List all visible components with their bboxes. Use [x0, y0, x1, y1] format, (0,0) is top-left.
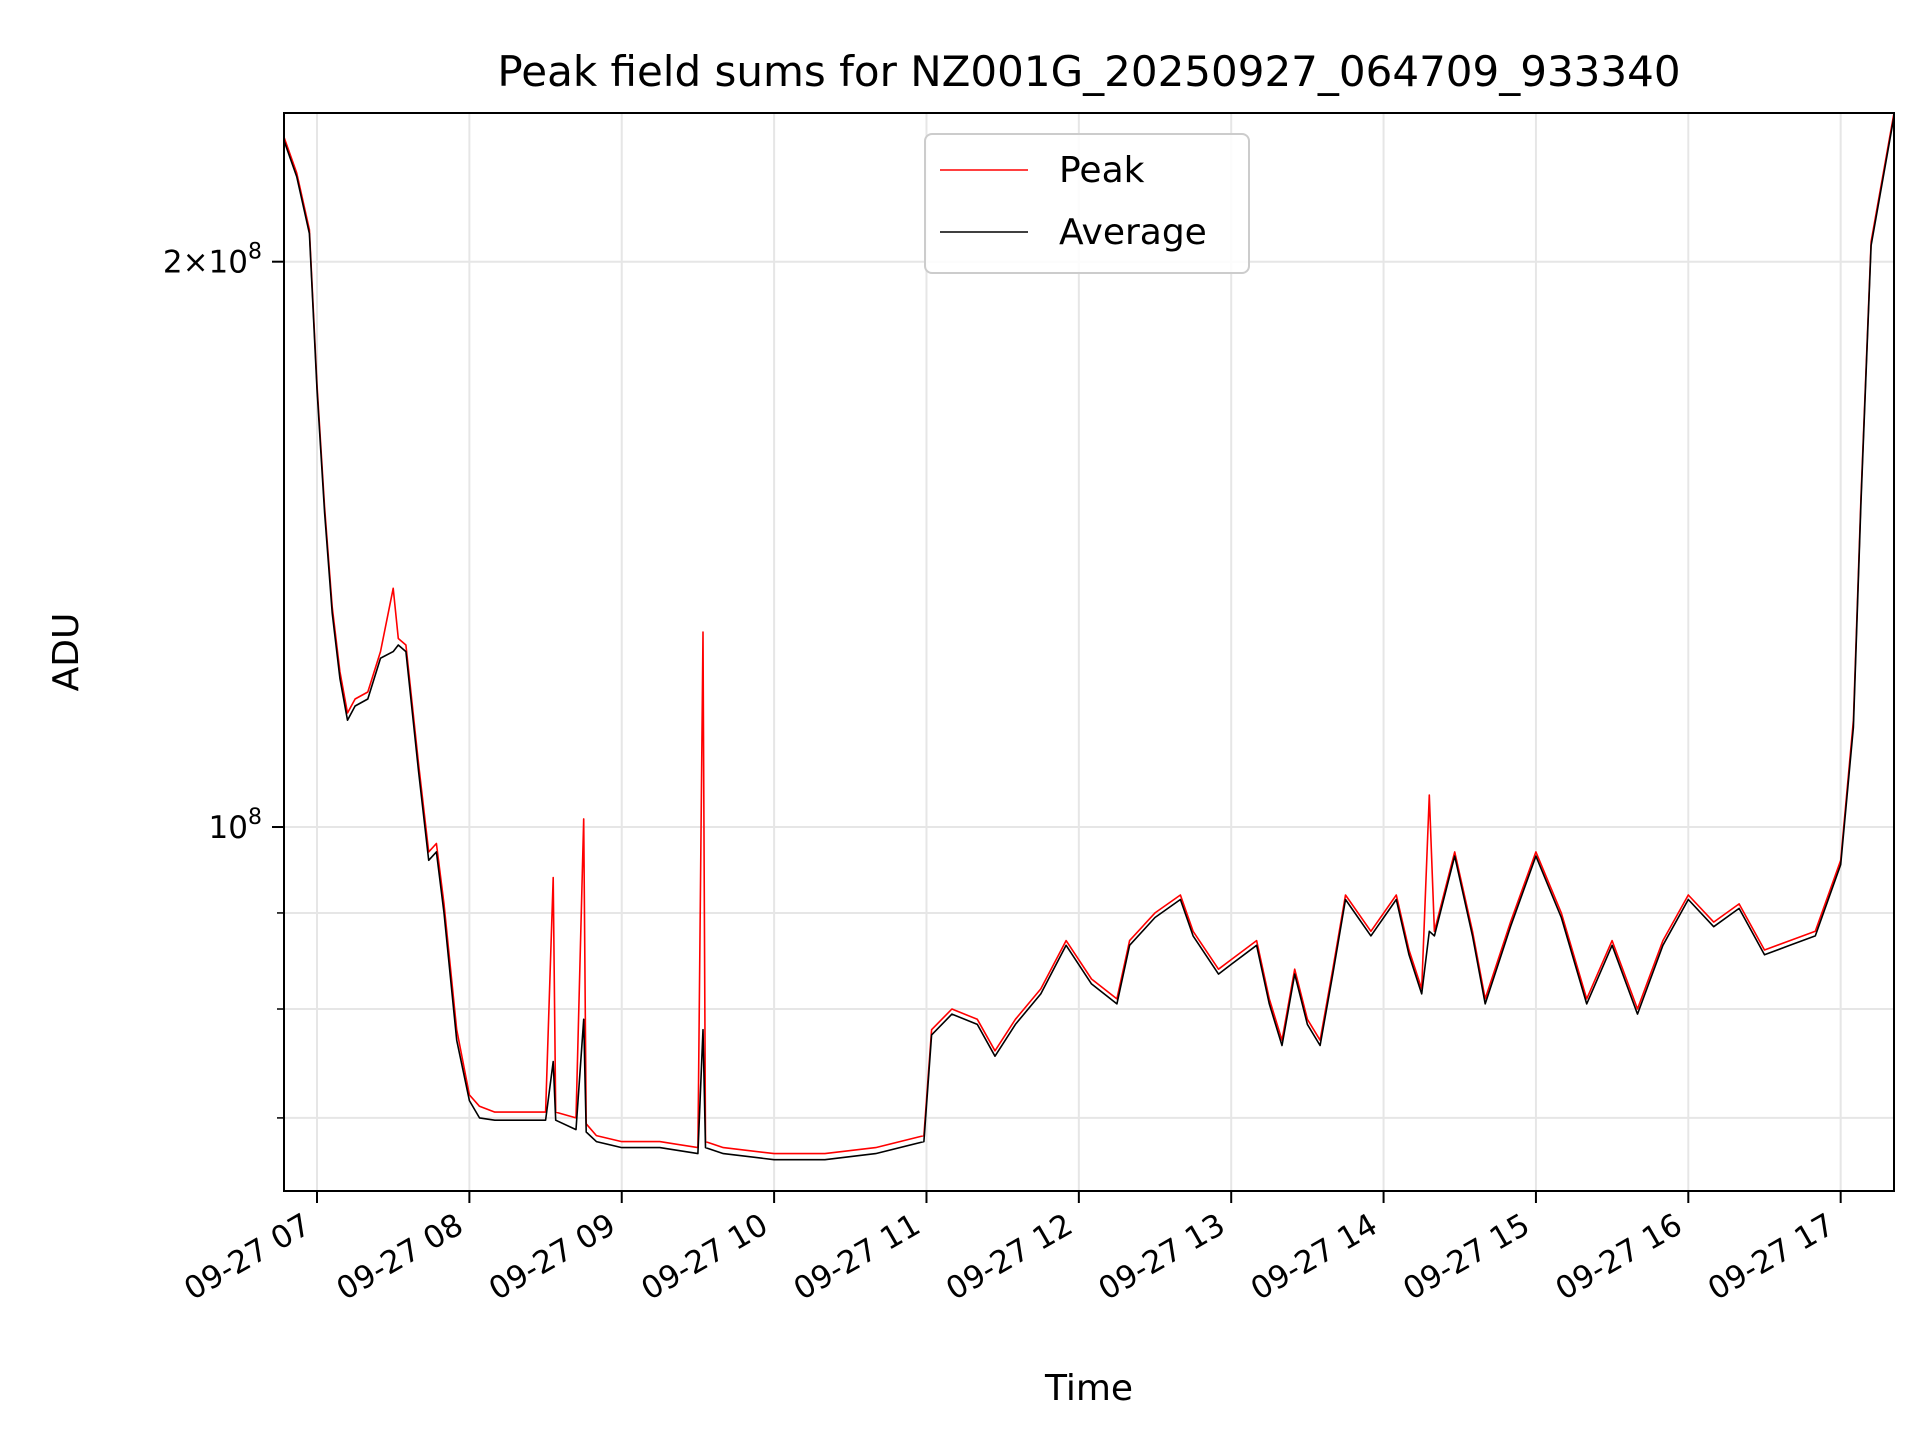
series-line-peak [283, 112, 1895, 1155]
chart-title: Peak field sums for NZ001G_20250927_0647… [497, 47, 1680, 96]
y-axis-label: ADU [46, 613, 87, 692]
plot-frame [283, 112, 1895, 1192]
grid [284, 113, 1894, 1191]
y-tick-label: 108 [209, 805, 262, 846]
y-axis: 108 2×108 [163, 240, 284, 1119]
x-axis-label: Time [1044, 1368, 1133, 1409]
legend-label-peak: Peak [1059, 150, 1145, 191]
series-lines [283, 112, 1895, 1161]
y-tick-label: 2×108 [163, 240, 262, 281]
legend: Peak Average [924, 133, 1250, 274]
series-line-average [283, 116, 1895, 1161]
legend-label-average: Average [1059, 212, 1207, 253]
legend-box [924, 133, 1250, 274]
